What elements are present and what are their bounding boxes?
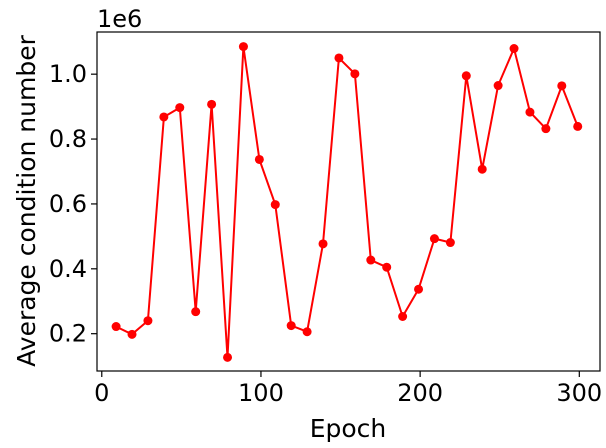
y-scale-label: 1e6	[97, 5, 142, 33]
data-point	[175, 103, 185, 113]
data-point	[238, 42, 248, 52]
data-point	[461, 71, 471, 81]
y-axis-ticks: 0.2 0.4 0.6 0.8 1.0	[49, 60, 97, 348]
data-point	[159, 112, 169, 122]
data-point	[302, 327, 312, 337]
data-point	[573, 121, 583, 131]
data-point	[509, 44, 519, 54]
x-tick-label: 200	[397, 379, 443, 407]
y-tick-label: 1.0	[49, 60, 87, 88]
data-point	[350, 69, 360, 79]
data-point	[414, 284, 424, 294]
data-point	[318, 239, 328, 249]
data-point	[191, 307, 201, 317]
data-point	[382, 262, 392, 272]
x-tick-label: 0	[94, 379, 109, 407]
data-point	[270, 200, 280, 210]
data-point	[286, 321, 296, 331]
data-point	[127, 329, 137, 339]
y-tick-label: 0.4	[49, 255, 87, 283]
data-point	[366, 255, 376, 265]
series-layer	[111, 42, 583, 362]
x-axis-label: Epoch	[310, 414, 387, 443]
data-point	[111, 322, 121, 332]
data-point	[445, 238, 455, 248]
data-point	[525, 107, 535, 117]
data-point	[143, 316, 153, 326]
plot-frame	[96, 31, 601, 372]
data-point	[557, 81, 567, 91]
series-line	[115, 45, 579, 359]
data-point	[334, 53, 344, 63]
x-tick-label: 300	[556, 379, 602, 407]
y-tick-label: 0.6	[49, 190, 87, 218]
data-point	[398, 312, 408, 322]
x-axis-ticks: 0 100 200 300	[94, 371, 602, 407]
y-axis-label: Average condition number	[12, 34, 41, 366]
x-tick-label: 100	[238, 379, 284, 407]
data-point	[541, 124, 551, 134]
data-point	[493, 81, 503, 91]
data-point	[429, 234, 439, 244]
y-tick-label: 0.2	[49, 320, 87, 348]
data-point	[223, 352, 233, 362]
data-point	[477, 164, 487, 174]
y-tick-label: 0.8	[49, 125, 87, 153]
data-point	[207, 99, 217, 109]
data-point	[254, 154, 264, 164]
